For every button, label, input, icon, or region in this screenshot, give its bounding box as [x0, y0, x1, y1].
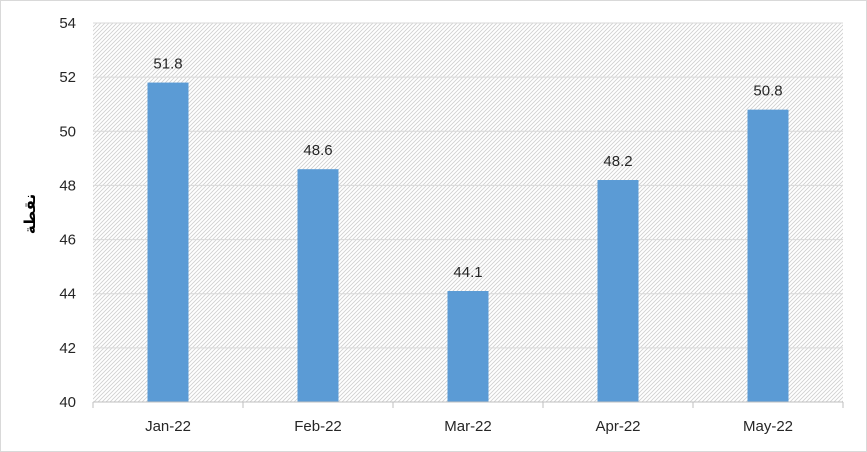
y-tick-label: 48: [59, 177, 76, 194]
x-tick-label: Jan-22: [145, 418, 191, 435]
data-label: 50.8: [753, 83, 782, 100]
data-label: 48.2: [603, 153, 632, 170]
bar: [297, 169, 339, 402]
y-tick-label: 46: [59, 232, 76, 249]
y-tick-label: 54: [59, 15, 76, 32]
y-tick-label: 50: [59, 123, 76, 140]
gridlines: [93, 22, 843, 349]
bar: [747, 109, 789, 402]
y-axis-label: نقطة: [21, 194, 39, 234]
bar: [447, 291, 489, 402]
x-tick-label: Apr-22: [595, 418, 640, 435]
axes: 40 42 44 46 48 50 52 54 Jan-22 Feb-22 Mar-22 Apr-22…: [59, 15, 844, 435]
x-tick-label: Mar-22: [444, 418, 492, 435]
data-label: 44.1: [453, 264, 482, 281]
y-tick-label: 42: [59, 340, 76, 357]
data-label: 51.8: [153, 56, 182, 73]
y-tick-label: 44: [59, 286, 76, 303]
data-labels: 51.8 48.6 44.1 48.2 50.8: [153, 56, 782, 281]
x-tick-label: Feb-22: [294, 418, 342, 435]
x-tick-label: May-22: [743, 418, 793, 435]
bar: [147, 82, 189, 403]
bar: [597, 180, 639, 402]
y-tick-label: 40: [59, 394, 76, 411]
y-tick-label: 52: [59, 69, 76, 86]
bars: [147, 82, 789, 403]
data-label: 48.6: [303, 142, 332, 159]
